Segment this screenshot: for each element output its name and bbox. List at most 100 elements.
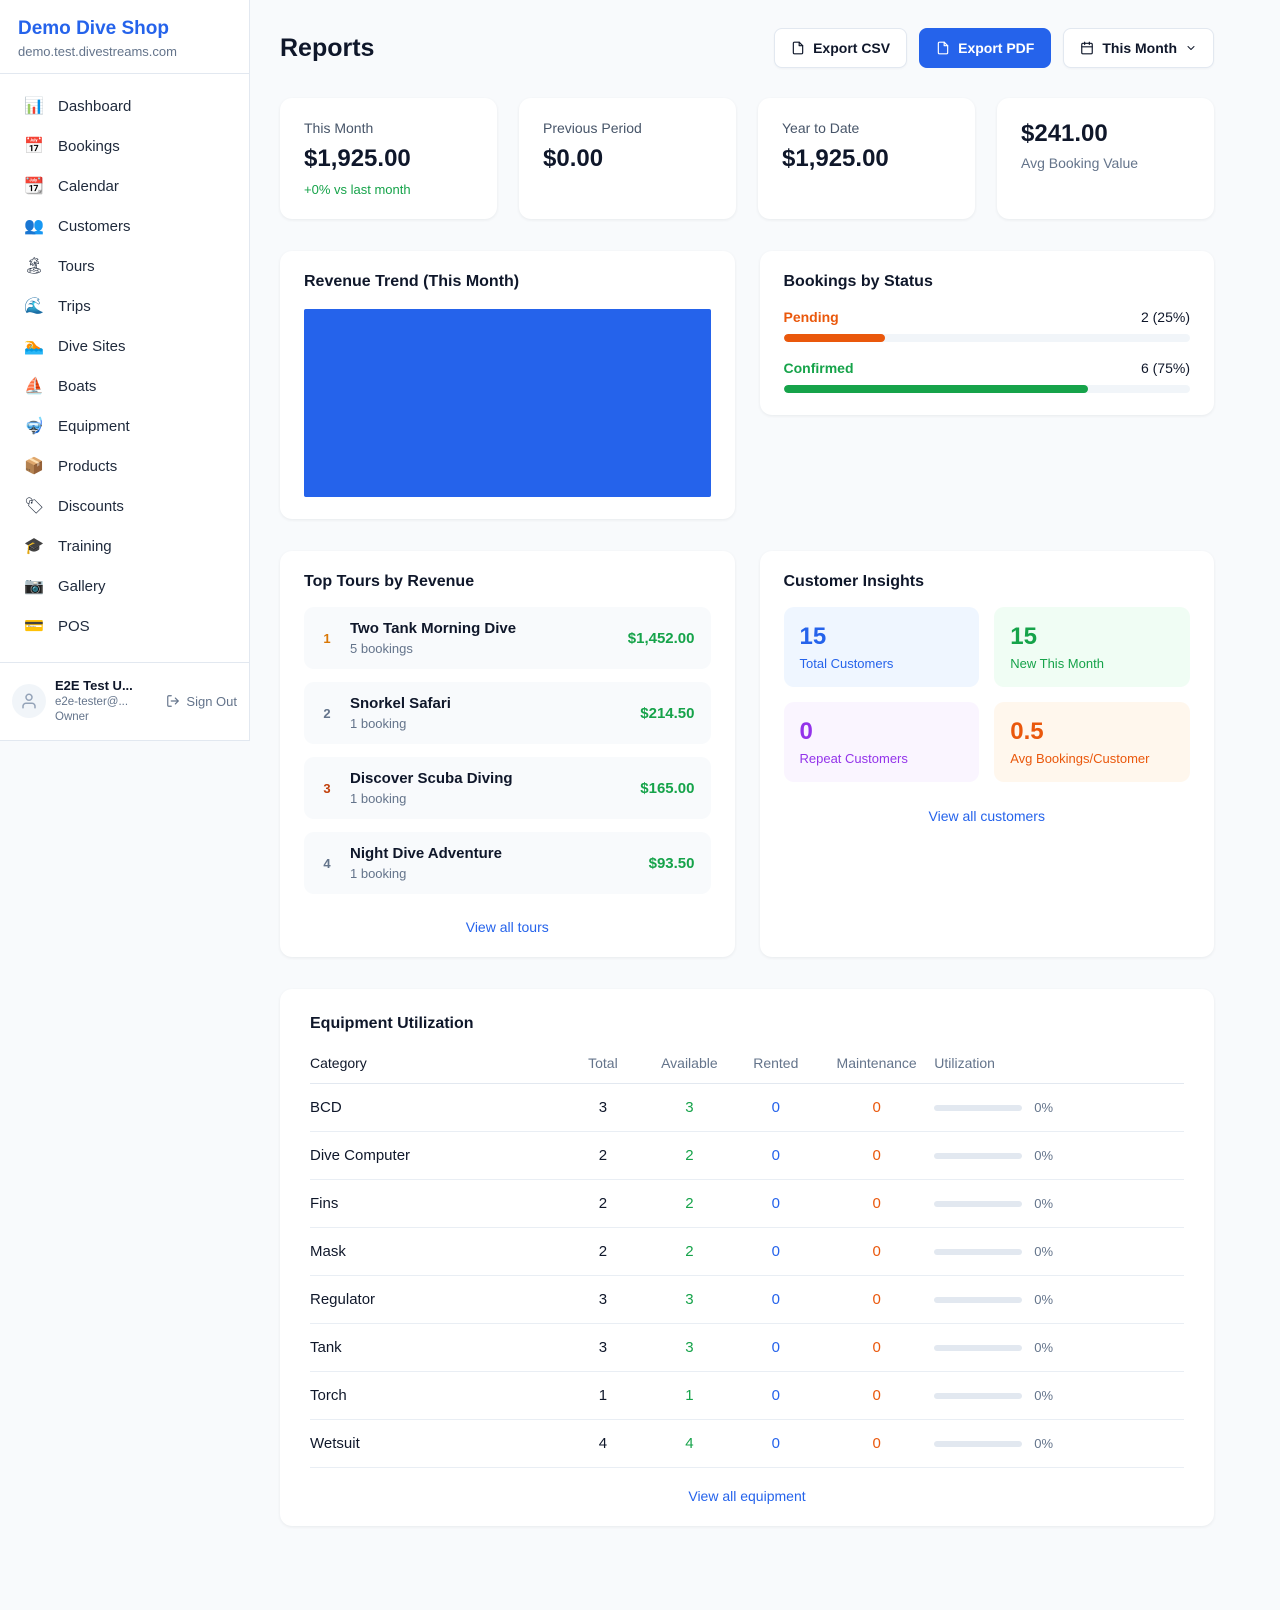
export-pdf-label: Export PDF bbox=[958, 40, 1035, 56]
customer-insights-card: Customer Insights 15 Total Customers 15 … bbox=[759, 551, 1214, 957]
status-row-pending: Pending 2 (25%) bbox=[783, 309, 1190, 342]
sidebar-item-label: Calendar bbox=[58, 177, 119, 195]
export-csv-label: Export CSV bbox=[813, 40, 891, 56]
equip-total: 2 bbox=[559, 1227, 647, 1276]
export-pdf-button[interactable]: Export PDF bbox=[919, 28, 1052, 68]
sidebar-item-label: Customers bbox=[58, 217, 131, 235]
sidebar-item-dive-sites[interactable]: 🏊 Dive Sites bbox=[0, 326, 249, 366]
stat-value: $0.00 bbox=[543, 145, 604, 172]
equipment-card: Equipment Utilization Category Total Ava… bbox=[280, 989, 1214, 1526]
export-csv-button[interactable]: Export CSV bbox=[774, 28, 908, 68]
sidebar-item-boats[interactable]: ⛵ Boats bbox=[0, 366, 249, 406]
credit-card-icon: 💳 bbox=[24, 618, 44, 635]
tour-bookings: 1 booking bbox=[350, 866, 407, 881]
equip-total: 3 bbox=[559, 1323, 647, 1372]
stat-value: $1,925.00 bbox=[304, 145, 411, 172]
top-tours-card: Top Tours by Revenue 1 Two Tank Morning … bbox=[280, 551, 735, 957]
sidebar-item-bookings[interactable]: 📅 Bookings bbox=[0, 126, 249, 166]
insight-value: 0.5 bbox=[1010, 718, 1044, 745]
utilization-pct: 0% bbox=[1034, 1436, 1054, 1451]
sidebar-item-training[interactable]: 🎓 Training bbox=[0, 526, 249, 566]
progress-fill bbox=[783, 385, 1089, 393]
equipment-title: Equipment Utilization bbox=[310, 1015, 474, 1032]
avatar bbox=[12, 684, 46, 719]
chevron-down-icon bbox=[1187, 46, 1195, 50]
stat-label: This Month bbox=[304, 120, 374, 136]
row-tours-insights: Top Tours by Revenue 1 Two Tank Morning … bbox=[280, 551, 1214, 957]
stat-value: $1,925.00 bbox=[782, 145, 889, 172]
utilization-pct: 0% bbox=[1034, 1340, 1054, 1355]
sign-out-button[interactable]: Sign Out bbox=[166, 694, 237, 709]
brand-domain: demo.test.divestreams.com bbox=[18, 44, 177, 59]
equip-rented: 0 bbox=[732, 1371, 820, 1420]
sidebar-item-pos[interactable]: 💳 POS bbox=[0, 606, 249, 646]
tour-rank: 1 bbox=[323, 630, 331, 646]
insight-tile-new-this-month: 15 New This Month bbox=[994, 607, 1190, 687]
equip-utilization: 0% bbox=[934, 1196, 1184, 1211]
sidebar-item-label: Equipment bbox=[58, 417, 130, 435]
equip-utilization: 0% bbox=[934, 1388, 1184, 1403]
person-icon bbox=[22, 693, 36, 709]
sidebar-item-calendar[interactable]: 📆 Calendar bbox=[0, 166, 249, 206]
equip-maintenance: 0 bbox=[819, 1179, 935, 1228]
equip-category: Tank bbox=[310, 1323, 560, 1372]
equip-utilization: 0% bbox=[934, 1244, 1184, 1259]
boat-icon: ⛵ bbox=[24, 378, 44, 395]
sidebar-item-label: Dive Sites bbox=[58, 337, 126, 355]
equip-rented: 0 bbox=[732, 1419, 820, 1468]
sidebar-item-products[interactable]: 📦 Products bbox=[0, 446, 249, 486]
tour-name: Two Tank Morning Dive bbox=[350, 620, 517, 637]
table-row: Regulator 3 3 0 0 0% bbox=[310, 1275, 1184, 1324]
col-available: Available bbox=[646, 1049, 733, 1084]
table-row: Tank 3 3 0 0 0% bbox=[310, 1323, 1184, 1372]
stat-card-year-to-date: Year to Date $1,925.00 bbox=[758, 98, 975, 219]
view-all-equipment-link[interactable]: View all equipment bbox=[688, 1488, 806, 1504]
equip-utilization: 0% bbox=[934, 1292, 1184, 1307]
insight-tile-avg-bookings: 0.5 Avg Bookings/Customer bbox=[994, 702, 1190, 782]
stat-label: Previous Period bbox=[543, 120, 642, 136]
view-all-customers-wrap: View all customers bbox=[784, 796, 1191, 824]
tag-icon: 🏷 bbox=[24, 498, 45, 515]
sidebar-item-label: Dashboard bbox=[58, 97, 132, 115]
equip-maintenance: 0 bbox=[819, 1083, 935, 1132]
sidebar-item-equipment[interactable]: 🤿 Equipment bbox=[0, 406, 249, 446]
view-all-tours-link[interactable]: View all tours bbox=[465, 919, 549, 935]
tour-bookings: 5 bookings bbox=[350, 641, 413, 656]
bookings-status-card: Bookings by Status Pending 2 (25%) Confi… bbox=[759, 251, 1214, 415]
col-maintenance: Maintenance bbox=[819, 1049, 935, 1084]
equip-maintenance: 0 bbox=[819, 1131, 935, 1180]
tour-name: Discover Scuba Diving bbox=[350, 770, 513, 787]
equip-rented: 0 bbox=[732, 1131, 820, 1180]
sidebar-item-tours[interactable]: 🏝 Tours bbox=[0, 246, 249, 286]
people-icon: 👥 bbox=[24, 218, 44, 235]
sidebar-item-label: Gallery bbox=[58, 577, 106, 595]
equip-total: 2 bbox=[559, 1131, 647, 1180]
sidebar-item-label: POS bbox=[58, 617, 90, 635]
stat-value: $241.00 bbox=[1021, 120, 1108, 147]
view-all-customers-link[interactable]: View all customers bbox=[928, 808, 1045, 824]
status-label: Pending bbox=[783, 309, 839, 325]
tour-rank: 3 bbox=[323, 780, 331, 796]
sidebar-item-label: Boats bbox=[58, 377, 97, 395]
file-icon bbox=[792, 41, 804, 55]
brand-name[interactable]: Demo Dive Shop bbox=[18, 18, 169, 39]
equip-category: BCD bbox=[310, 1083, 560, 1132]
sidebar-item-label: Tours bbox=[58, 257, 95, 275]
utilization-pct: 0% bbox=[1034, 1292, 1054, 1307]
utilization-pct: 0% bbox=[1034, 1244, 1054, 1259]
sidebar-item-gallery[interactable]: 📷 Gallery bbox=[0, 566, 249, 606]
sidebar-item-discounts[interactable]: 🏷 Discounts bbox=[0, 486, 249, 526]
sidebar-item-dashboard[interactable]: 📊 Dashboard bbox=[0, 86, 249, 126]
equip-category: Mask bbox=[310, 1227, 560, 1276]
island-icon: 🏝 bbox=[24, 258, 45, 275]
equip-maintenance: 0 bbox=[819, 1371, 935, 1420]
revenue-trend-card: Revenue Trend (This Month) bbox=[280, 251, 735, 519]
user-name: E2E Test U... bbox=[55, 678, 133, 693]
sidebar-item-customers[interactable]: 👥 Customers bbox=[0, 206, 249, 246]
sign-out-label: Sign Out bbox=[186, 693, 237, 709]
period-dropdown[interactable]: This Month bbox=[1063, 28, 1214, 68]
equip-rented: 0 bbox=[732, 1323, 820, 1372]
box-icon: 📦 bbox=[24, 458, 44, 475]
sidebar: Demo Dive Shop demo.test.divestreams.com… bbox=[0, 0, 250, 741]
sidebar-item-trips[interactable]: 🌊 Trips bbox=[0, 286, 249, 326]
